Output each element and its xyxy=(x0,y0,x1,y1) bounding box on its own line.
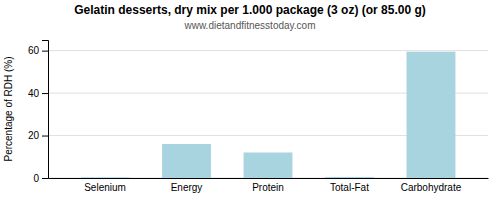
bar xyxy=(162,144,211,178)
bar xyxy=(244,153,293,178)
tick-mark xyxy=(42,136,48,137)
tick-label: 60 xyxy=(28,45,40,56)
grid xyxy=(48,51,488,178)
tick-label: Selenium xyxy=(84,182,126,193)
subtitle: www.dietandfitnesstoday.com xyxy=(184,20,316,31)
tick: 60 xyxy=(28,45,48,56)
tick: Carbohydrate xyxy=(401,182,462,193)
tick-label: Protein xyxy=(252,182,284,193)
tick-label: Energy xyxy=(171,182,203,193)
tick: 40 xyxy=(28,88,48,99)
tick: 0 xyxy=(33,173,48,184)
tick: 20 xyxy=(28,130,48,141)
tick: Selenium xyxy=(84,182,126,193)
tick-label: 0 xyxy=(33,173,39,184)
bars xyxy=(81,52,456,178)
tick-label: Total-Fat xyxy=(330,182,369,193)
x-axis: Selenium Energy Protein Total-Fat Carbohydra… xyxy=(49,179,489,194)
tick-mark xyxy=(42,93,48,94)
tick-mark xyxy=(42,51,48,52)
bar xyxy=(407,52,456,178)
tick-mark xyxy=(42,178,48,179)
title: Gelatin desserts, dry mix per 1.000 pack… xyxy=(74,3,425,17)
axis-title: Percentage of RDH (%) xyxy=(3,56,14,161)
axis-line xyxy=(49,178,489,179)
tick-label: 20 xyxy=(28,130,40,141)
bar xyxy=(325,177,374,178)
tick: Protein xyxy=(252,182,284,193)
axis-line xyxy=(42,41,49,179)
bar xyxy=(81,177,130,178)
y-axis: 0 20 40 60 xyxy=(28,41,49,184)
plot: 0 20 40 60 Selenium Energy Protein Total-Fat Car… xyxy=(28,41,489,194)
chart: Gelatin desserts, dry mix per 1.000 pack… xyxy=(0,0,500,200)
tick-label: 40 xyxy=(28,88,40,99)
tick: Total-Fat xyxy=(330,182,369,193)
grid-line xyxy=(48,50,488,51)
tick-label: Carbohydrate xyxy=(401,182,462,193)
tick: Energy xyxy=(171,182,203,193)
